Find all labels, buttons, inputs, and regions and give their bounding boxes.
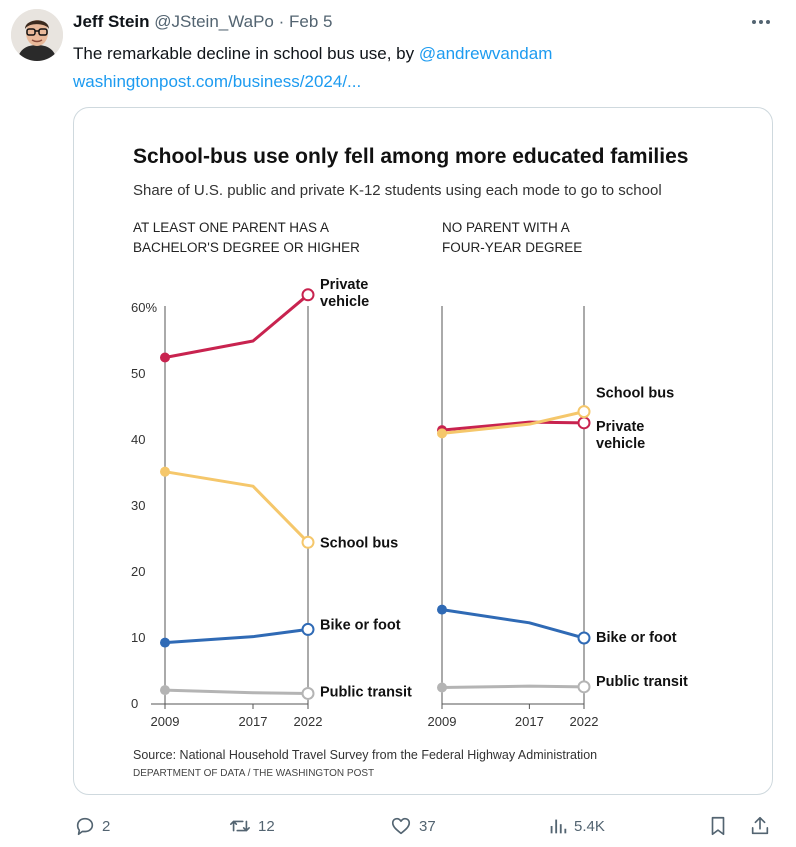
chart-card[interactable]: School-bus use only fell among more educ… [73, 107, 773, 795]
private-vehicle-label: Private [320, 277, 368, 293]
school-bus-start-point [437, 428, 447, 439]
y-tick-label: 40 [131, 432, 145, 447]
reply-count: 2 [102, 817, 111, 835]
public-transit-start-point [160, 685, 170, 696]
x-tick-label: 2009 [151, 714, 180, 729]
public-transit-start-point [437, 682, 447, 693]
school-bus-start-point [160, 466, 170, 477]
y-tick-label: 0 [131, 696, 138, 711]
y-tick-label: 60% [131, 300, 157, 315]
views-icon [550, 819, 567, 834]
share-icon [751, 816, 769, 835]
x-tick-label: 2017 [515, 714, 544, 729]
school-bus-line [441, 410, 585, 435]
retweet-button[interactable]: 12 [228, 808, 275, 844]
more-horizontal-icon [752, 20, 770, 24]
chart-title: School-bus use only fell among more educ… [133, 145, 688, 168]
tweet-text: The remarkable decline in school bus use… [73, 40, 773, 96]
mention-link[interactable]: @andrewvandam [418, 44, 553, 63]
avatar-image [11, 9, 63, 61]
article-link[interactable]: washingtonpost.com/business/2024/... [73, 72, 362, 91]
private-vehicle-line [164, 293, 309, 359]
panel-2-label-line-2: FOUR-YEAR DEGREE [442, 240, 582, 255]
school-bus-label: School bus [596, 386, 674, 402]
private-vehicle-line [441, 420, 585, 432]
bike-or-foot-line [441, 608, 585, 640]
more-options-button[interactable] [747, 12, 775, 32]
author-name[interactable]: Jeff Stein [73, 12, 150, 31]
author-handle[interactable]: @JStein_WaPo [154, 12, 274, 31]
reply-button[interactable]: 2 [74, 808, 110, 844]
views-count: 5.4K [574, 817, 605, 835]
views-button[interactable]: 5.4K [548, 808, 605, 844]
public-transit-line [441, 684, 585, 689]
private-vehicle-label: vehicle [596, 436, 645, 452]
reply-icon [76, 817, 94, 836]
heart-icon [391, 817, 411, 835]
bike-or-foot-label: Bike or foot [596, 630, 677, 646]
tweet-header: Jeff Stein @JStein_WaPo · Feb 5 [73, 11, 333, 33]
x-tick-label: 2022 [294, 714, 323, 729]
chart-source: Source: National Household Travel Survey… [133, 748, 597, 762]
school-bus-label: School bus [320, 535, 398, 551]
public-transit-label: Public transit [320, 684, 412, 700]
separator-dot: · [278, 12, 285, 31]
private-vehicle-label: Private [596, 419, 644, 435]
private-vehicle-end-point [301, 288, 315, 302]
y-tick-label: 10 [131, 630, 145, 645]
y-tick-label: 30 [131, 498, 145, 513]
bike-or-foot-start-point [437, 604, 447, 615]
bike-or-foot-end-point [301, 622, 315, 636]
like-button[interactable]: 37 [389, 808, 436, 844]
bike-or-foot-start-point [160, 637, 170, 648]
private-vehicle-label: vehicle [320, 294, 369, 310]
bike-or-foot-label: Bike or foot [320, 617, 401, 633]
tweet-body: The remarkable decline in school bus use… [73, 44, 419, 63]
public-transit-line [164, 688, 309, 695]
action-bar: 2 12 37 5.4K [0, 808, 796, 844]
private-vehicle-end-point [577, 416, 591, 430]
panel-1-label-line-1: AT LEAST ONE PARENT HAS A [133, 220, 329, 235]
chart-subtitle: Share of U.S. public and private K-12 st… [133, 182, 662, 199]
bookmark-icon [711, 816, 725, 836]
avatar[interactable] [11, 9, 63, 61]
like-count: 37 [419, 817, 436, 835]
x-tick-label: 2017 [239, 714, 268, 729]
retweet-count: 12 [258, 817, 275, 835]
x-tick-label: 2022 [570, 714, 599, 729]
chart-credit: DEPARTMENT OF DATA / THE WASHINGTON POST [133, 768, 374, 779]
retweet-icon [230, 820, 250, 832]
school-bus-end-point [577, 405, 591, 419]
x-tick-label: 2009 [428, 714, 457, 729]
share-button[interactable] [749, 808, 771, 844]
school-bus-line [164, 470, 310, 544]
y-tick-label: 20 [131, 564, 145, 579]
panel-2-label-line-1: NO PARENT WITH A [442, 220, 570, 235]
chart-image: School-bus use only fell among more educ… [131, 145, 688, 779]
bike-or-foot-line [164, 627, 309, 645]
private-vehicle-start-point [160, 352, 170, 363]
public-transit-end-point [301, 686, 315, 700]
bookmark-button[interactable] [707, 808, 729, 844]
public-transit-label: Public transit [596, 674, 688, 690]
public-transit-end-point [577, 680, 591, 694]
school-bus-end-point [301, 535, 315, 549]
tweet-date[interactable]: Feb 5 [289, 12, 333, 31]
panel-1-label-line-2: BACHELOR'S DEGREE OR HIGHER [133, 240, 360, 255]
y-tick-label: 50 [131, 366, 145, 381]
bike-or-foot-end-point [577, 631, 591, 645]
